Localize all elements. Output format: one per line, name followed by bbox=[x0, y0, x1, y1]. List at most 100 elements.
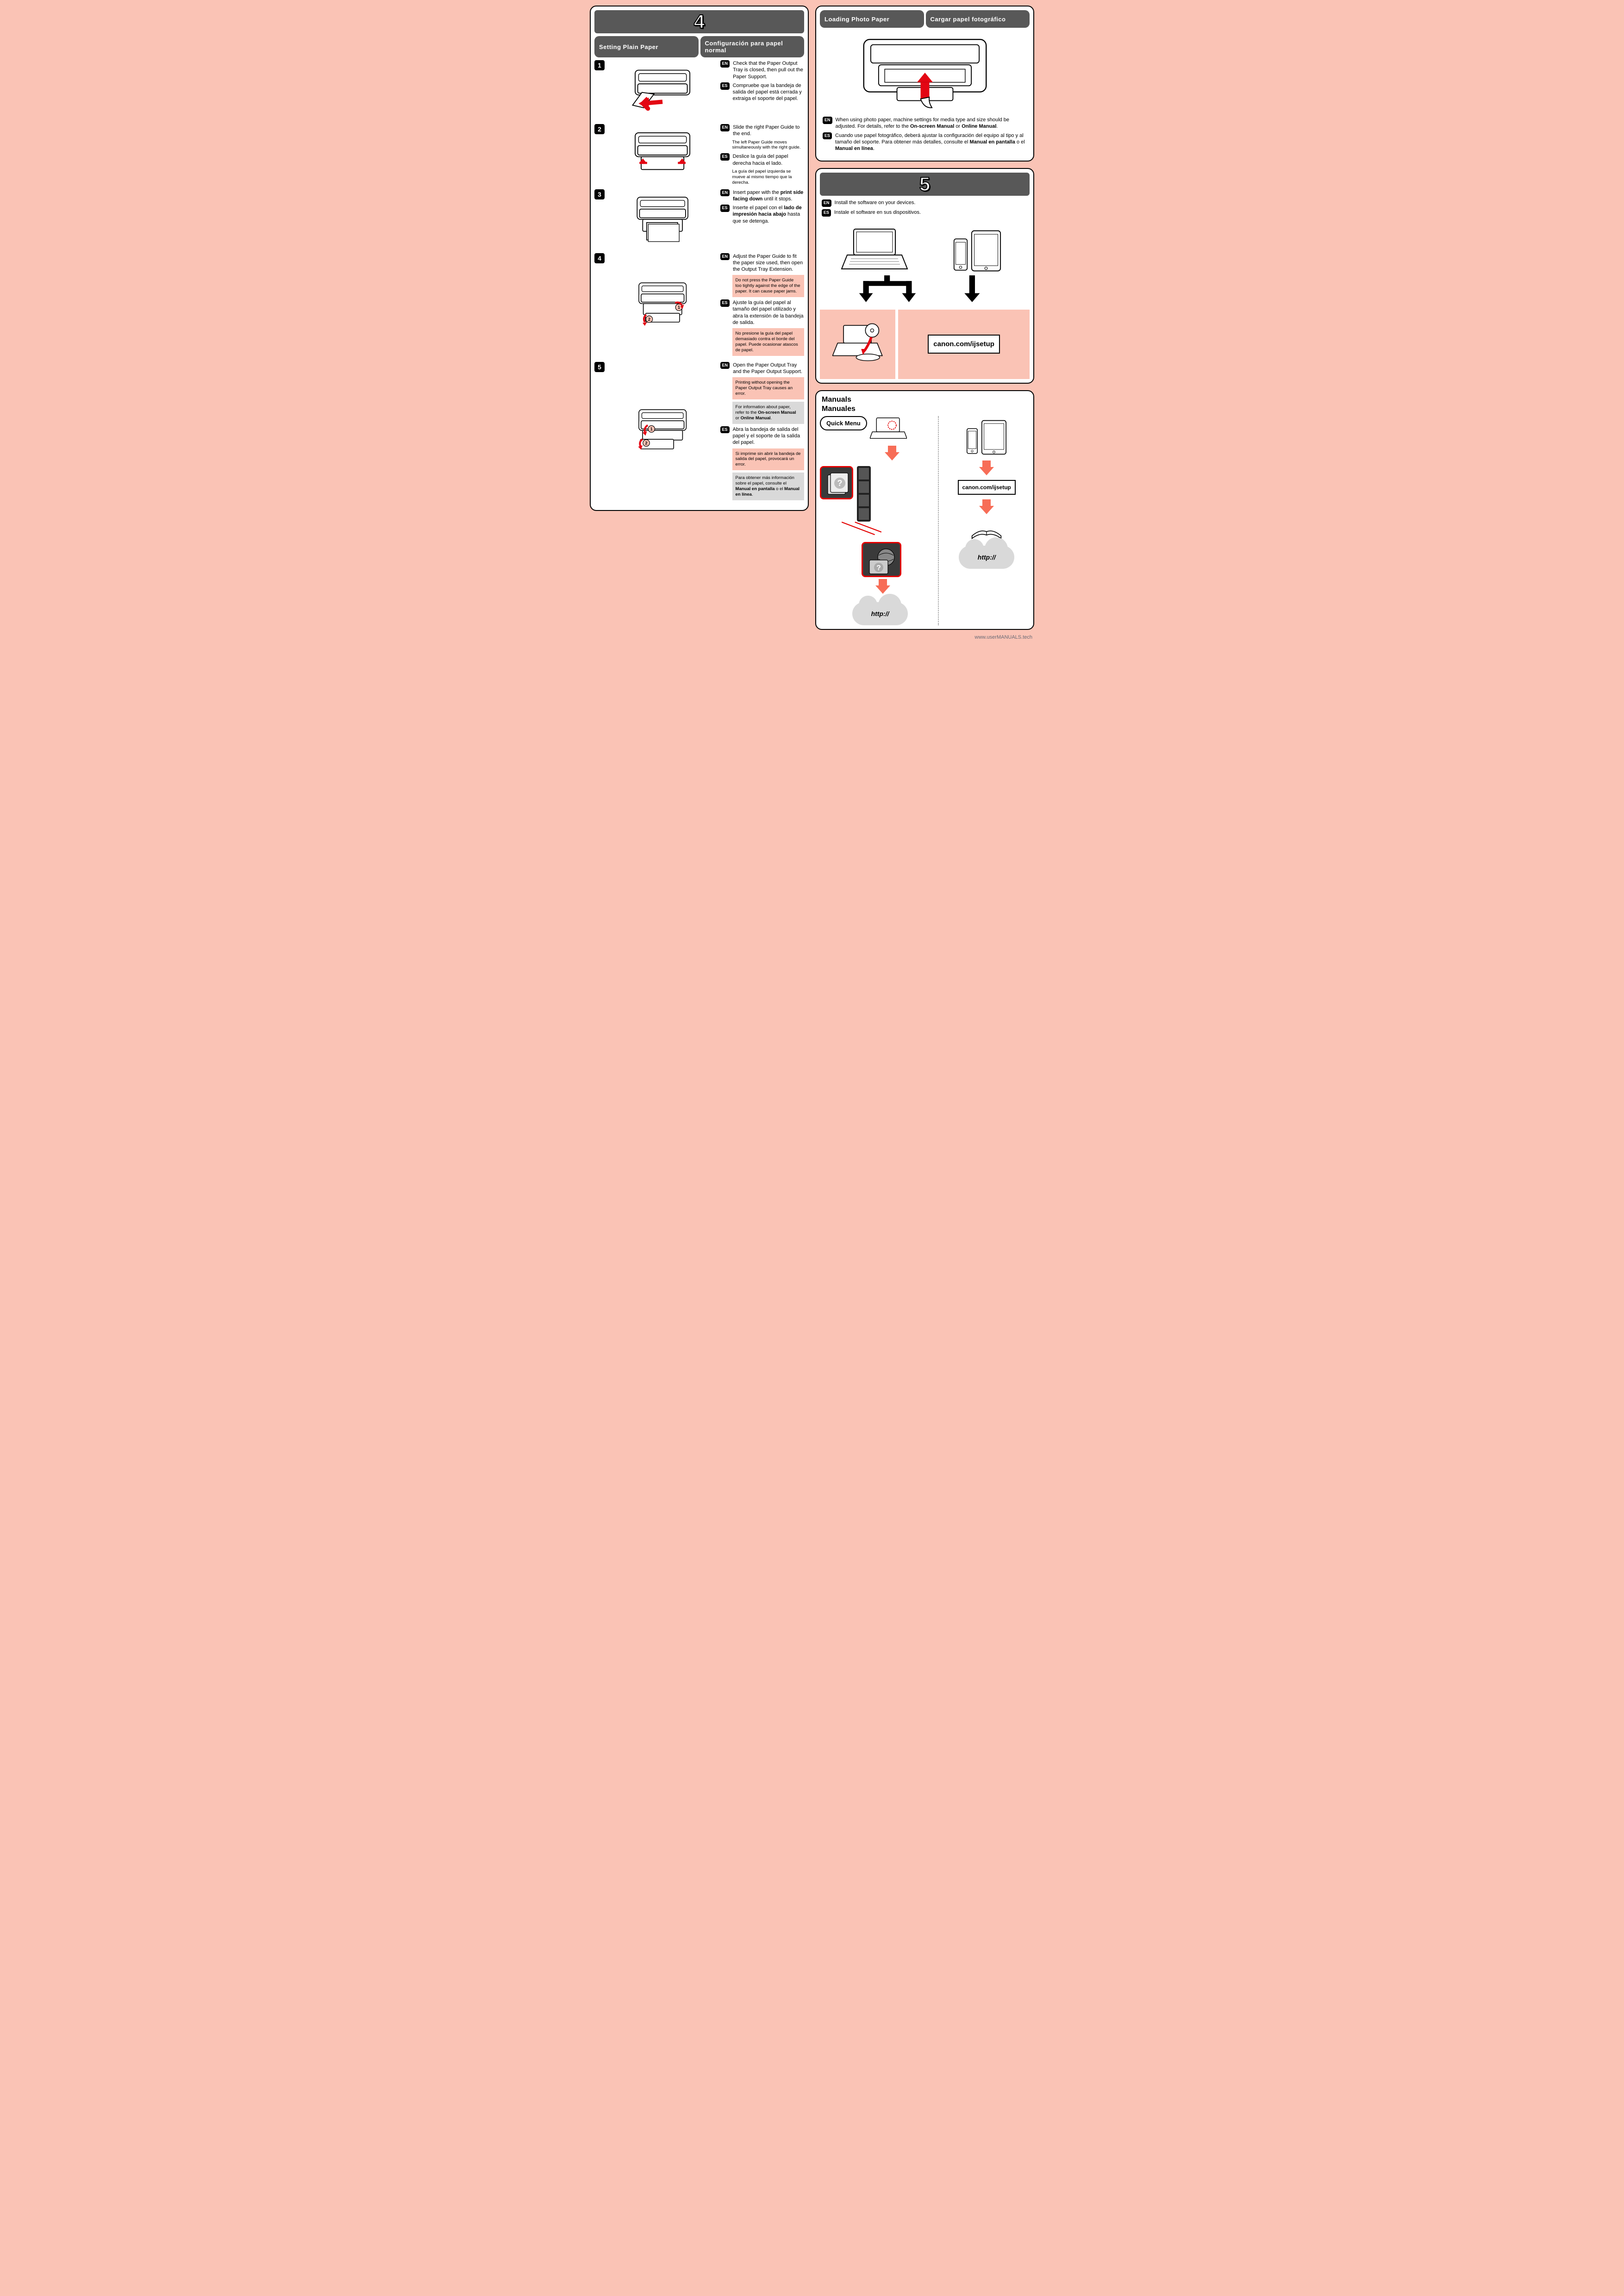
step-2-es: Deslice la guía del papel derecha hacia … bbox=[733, 153, 804, 167]
menu-strip bbox=[857, 466, 871, 522]
step-1-illustration bbox=[608, 60, 718, 120]
tab-plain-paper-es: Configuración para papel normal bbox=[700, 36, 805, 57]
step-2-text: ENSlide the right Paper Guide to the end… bbox=[720, 124, 804, 186]
en-badge: EN bbox=[720, 124, 730, 131]
en-badge: EN bbox=[720, 362, 730, 369]
step-5-number: 5 bbox=[594, 362, 605, 372]
devices-row bbox=[820, 222, 1030, 275]
manuals-right: canon.com/ijsetup http:// bbox=[938, 416, 1030, 625]
quick-menu-bubble: Quick Menu bbox=[820, 416, 867, 430]
tab-photo-en: Loading Photo Paper bbox=[820, 10, 924, 28]
printer-icon bbox=[624, 62, 702, 118]
tab-plain-paper-en: Setting Plain Paper bbox=[594, 36, 699, 57]
step-5-info-es: Para obtener más información sobre el pa… bbox=[732, 473, 804, 500]
phone-icon bbox=[953, 236, 968, 273]
step-5: 5 1 2 bbox=[594, 362, 804, 503]
arrows-split-icon bbox=[820, 275, 1030, 308]
step-4-warning-en: Do not press the Paper Guide too tightly… bbox=[732, 275, 804, 297]
left-column: 4 Setting Plain Paper Configuración para… bbox=[590, 6, 809, 630]
book-question-icon: ? bbox=[824, 470, 852, 498]
photo-illustration bbox=[820, 31, 1030, 117]
step-2-en: Slide the right Paper Guide to the end. bbox=[733, 124, 804, 137]
photo-paper-panel: Loading Photo Paper Cargar papel fotográ… bbox=[815, 6, 1034, 162]
step-2-number: 2 bbox=[594, 124, 605, 134]
mobile-devices bbox=[945, 226, 1010, 273]
mobile-devices-small bbox=[959, 416, 1014, 456]
step-4-warning-es: No presione la guía del papel demasiado … bbox=[732, 328, 804, 356]
step-3-en: Insert paper with the print side facing … bbox=[733, 189, 804, 203]
step-3-text: EN Insert paper with the print side faci… bbox=[720, 189, 804, 249]
step-5-en: Open the Paper Output Tray and the Paper… bbox=[733, 362, 804, 375]
step-4-number: 4 bbox=[594, 253, 605, 263]
es-badge: ES bbox=[720, 153, 730, 161]
cloud-http-left: http:// bbox=[852, 602, 908, 625]
en-badge: EN bbox=[720, 253, 730, 261]
manuals-panel: Manuals Manuales Quick Menu bbox=[815, 390, 1034, 630]
printer-front-icon bbox=[851, 33, 999, 112]
printer-icon bbox=[624, 127, 702, 182]
section-5-number: 5 bbox=[919, 173, 930, 195]
en-badge: EN bbox=[823, 117, 832, 124]
section-4-header: 4 bbox=[594, 10, 804, 33]
step-5-illustration: 1 2 bbox=[608, 362, 718, 503]
section-5-panel: 5 ENInstall the software on your devices… bbox=[815, 168, 1034, 383]
step-3: 3 EN Insert paper with the print side fa… bbox=[594, 189, 804, 249]
photo-tabs: Loading Photo Paper Cargar papel fotográ… bbox=[820, 10, 1030, 28]
step-5-info-en: For information about paper, refer to th… bbox=[732, 402, 804, 424]
printer-icon bbox=[624, 192, 702, 247]
install-url-target: canon.com/ijsetup bbox=[898, 310, 1030, 379]
step-1: 1 ENCheck that the Paper Output Tray is … bbox=[594, 60, 804, 120]
manuals-left: Quick Menu bbox=[820, 416, 934, 625]
step-4: 4 1 2 bbox=[594, 253, 804, 358]
manuals-body: Quick Menu bbox=[820, 416, 1030, 625]
section-4-tabs: Setting Plain Paper Configuración para p… bbox=[594, 36, 804, 57]
section-4-panel: 4 Setting Plain Paper Configuración para… bbox=[590, 6, 809, 511]
es-badge: ES bbox=[720, 299, 730, 307]
laptop-icon bbox=[840, 226, 909, 273]
install-cd-target bbox=[820, 310, 895, 379]
section-5-es: Instale el software en sus dispositivos. bbox=[834, 209, 1028, 216]
es-badge: ES bbox=[720, 426, 730, 434]
step-3-illustration bbox=[608, 189, 718, 249]
tablet-icon bbox=[981, 419, 1007, 456]
manuals-title-en: Manuals bbox=[822, 396, 1030, 404]
step-3-es: Inserte el papel con el lado de impresió… bbox=[733, 205, 804, 224]
photo-es-line: ES Cuando use papel fotográfico, deberá … bbox=[823, 132, 1027, 152]
tab-photo-es: Cargar papel fotográfico bbox=[926, 10, 1030, 28]
step-1-text: ENCheck that the Paper Output Tray is cl… bbox=[720, 60, 804, 120]
step-5-text: ENOpen the Paper Output Tray and the Pap… bbox=[720, 362, 804, 503]
tablet-icon bbox=[971, 229, 1001, 273]
step-4-text: ENAdjust the Paper Guide to fit the pape… bbox=[720, 253, 804, 358]
step-3-number: 3 bbox=[594, 189, 605, 199]
section-5-header: 5 bbox=[820, 173, 1030, 196]
install-targets: canon.com/ijsetup bbox=[820, 310, 1030, 379]
es-badge: ES bbox=[720, 82, 730, 90]
step-2-illustration bbox=[608, 124, 718, 186]
section-5-en: Install the software on your devices. bbox=[835, 199, 1028, 206]
step-4-es: Ajuste la guía del papel al tamaño del p… bbox=[733, 299, 804, 326]
svg-text:1: 1 bbox=[650, 427, 653, 432]
step-2-es-note: La guía del papel izquierda se mueve al … bbox=[732, 169, 804, 186]
step-5-warning-es: Si imprime sin abrir la bandeja de salid… bbox=[732, 448, 804, 471]
manuals-url: canon.com/ijsetup bbox=[958, 480, 1016, 495]
photo-en-line: EN When using photo paper, machine setti… bbox=[823, 117, 1027, 130]
printer-icon: 1 2 bbox=[624, 278, 702, 333]
footer-watermark: www.userMANUALS.tech bbox=[590, 635, 1034, 640]
manuals-title-es: Manuales bbox=[822, 405, 1030, 413]
section-4-number: 4 bbox=[694, 11, 705, 33]
svg-text:?: ? bbox=[876, 564, 881, 572]
cloud-http-right: http:// bbox=[959, 546, 1014, 569]
step-5-es: Abra la bandeja de salida del papel y el… bbox=[733, 426, 804, 446]
en-badge: EN bbox=[720, 60, 730, 68]
pink-arrow-icon bbox=[885, 452, 899, 460]
step-2: 2 ENSlide the right Paper Guide to th bbox=[594, 124, 804, 186]
pink-arrow-icon bbox=[979, 506, 994, 514]
globe-book-icon: ? bbox=[866, 546, 900, 576]
step-4-illustration: 1 2 bbox=[608, 253, 718, 358]
laptop-small-icon bbox=[870, 416, 907, 441]
svg-text:2: 2 bbox=[645, 441, 647, 446]
pink-arrow-icon bbox=[979, 467, 994, 475]
red-connector-icon bbox=[824, 519, 899, 542]
phone-icon bbox=[966, 426, 978, 456]
photo-en: When using photo paper, machine settings… bbox=[836, 117, 1027, 130]
